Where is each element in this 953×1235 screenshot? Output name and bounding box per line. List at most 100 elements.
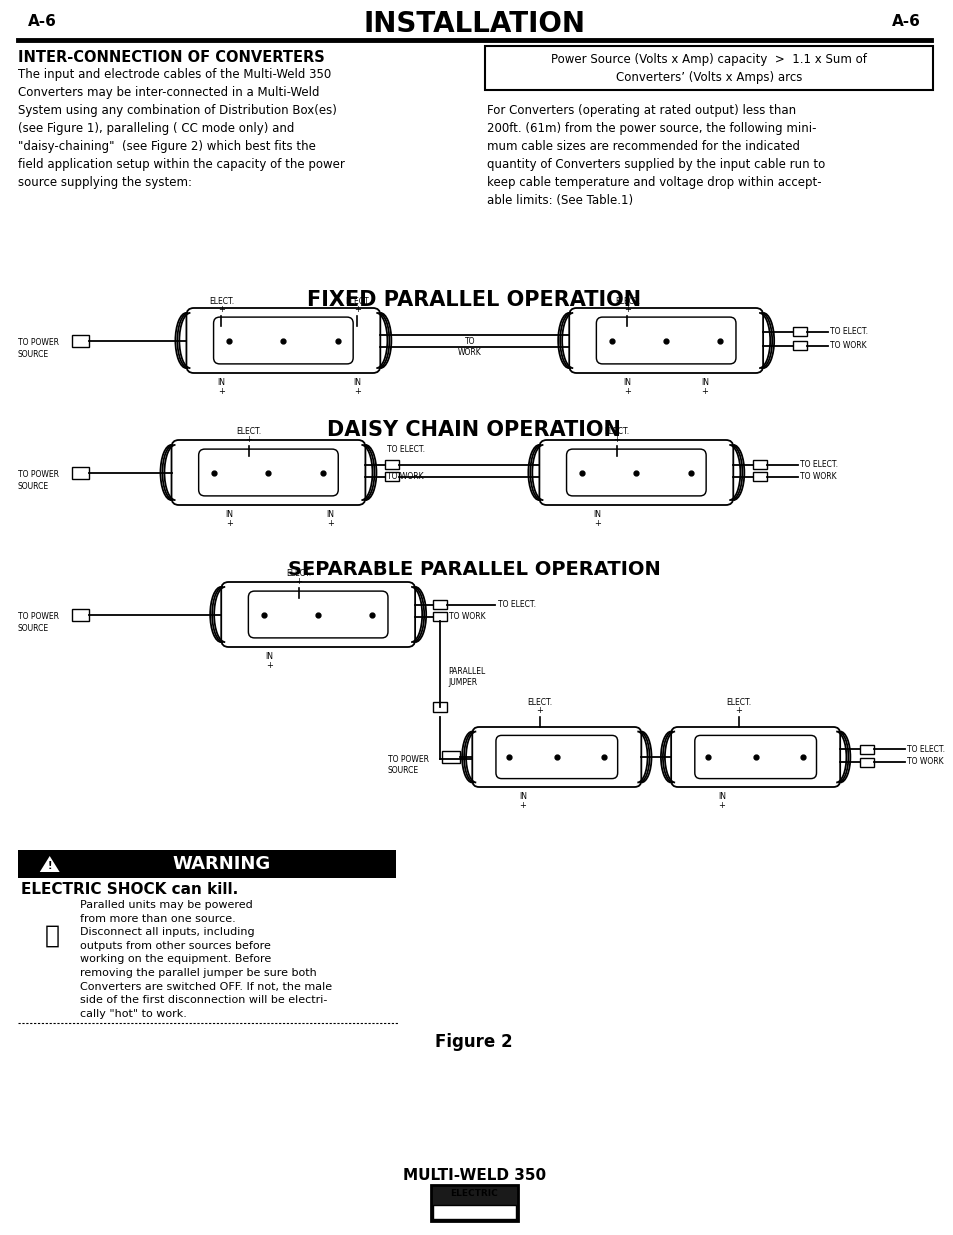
Bar [433, 613, 446, 621]
Bar [792, 341, 806, 350]
Text: +: + [594, 519, 600, 529]
Text: IN: IN [353, 378, 361, 387]
Text: Paralled units may be powered
from more than one source.
Disconnect all inputs, : Paralled units may be powered from more … [79, 900, 332, 1019]
Text: +: + [623, 305, 630, 314]
FancyBboxPatch shape [538, 440, 733, 505]
Text: TO WORK: TO WORK [387, 472, 423, 480]
Text: +: + [354, 387, 360, 396]
Text: TO ELECT.: TO ELECT. [906, 745, 943, 753]
Text: +: + [623, 387, 630, 396]
Bar [430, 1186, 517, 1221]
Text: TO WORK: TO WORK [449, 613, 485, 621]
Text: IN: IN [217, 378, 225, 387]
Text: WARNING: WARNING [172, 855, 271, 873]
Bar [792, 327, 806, 336]
Text: IN: IN [226, 510, 233, 519]
Text: +: + [327, 519, 334, 529]
Text: +: + [735, 706, 741, 715]
Text: +: + [245, 435, 253, 445]
Text: +: + [295, 577, 302, 585]
Text: FIXED PARALLEL OPERATION: FIXED PARALLEL OPERATION [307, 290, 640, 310]
Text: SEPARABLE PARALLEL OPERATION: SEPARABLE PARALLEL OPERATION [288, 559, 660, 579]
Bar [433, 600, 446, 609]
Text: A-6: A-6 [28, 14, 56, 28]
Text: +: + [266, 661, 273, 671]
Polygon shape [40, 856, 60, 872]
FancyBboxPatch shape [213, 317, 353, 364]
Text: +: + [613, 435, 619, 445]
Text: MULTI-WELD 350: MULTI-WELD 350 [402, 1168, 545, 1183]
FancyBboxPatch shape [472, 727, 640, 787]
FancyBboxPatch shape [172, 440, 365, 505]
Text: +: + [226, 519, 233, 529]
Text: ELECT.: ELECT. [527, 698, 552, 706]
Text: TO WORK: TO WORK [906, 757, 943, 767]
Text: IN: IN [518, 792, 526, 802]
Text: TO POWER
SOURCE: TO POWER SOURCE [18, 613, 59, 632]
Bar [71, 609, 90, 620]
Text: IN: IN [717, 792, 725, 802]
Text: ELECTRIC: ELECTRIC [450, 1189, 497, 1198]
Text: TO ELECT.: TO ELECT. [387, 446, 425, 454]
Text: LINCOLN®: LINCOLN® [447, 1208, 500, 1216]
Text: DAISY CHAIN OPERATION: DAISY CHAIN OPERATION [327, 420, 620, 440]
Bar [432, 1205, 516, 1219]
FancyBboxPatch shape [496, 735, 617, 778]
Text: Power Source (Volts x Amp) capacity  >  1.1 x Sum of
Converters’ (Volts x Amps) : Power Source (Volts x Amp) capacity > 1.… [551, 53, 866, 84]
Text: IN: IN [266, 652, 274, 661]
Text: PARALLEL
JUMPER: PARALLEL JUMPER [448, 667, 485, 688]
Text: Figure 2: Figure 2 [435, 1032, 513, 1051]
Bar [860, 757, 873, 767]
Text: ELECT.: ELECT. [725, 698, 751, 706]
Text: +: + [700, 387, 708, 396]
Bar [18, 850, 395, 878]
Bar [71, 335, 90, 347]
Text: The input and electrode cables of the Multi-Weld 350
Converters may be inter-con: The input and electrode cables of the Mu… [18, 68, 344, 189]
Text: ELECTRIC SHOCK can kill.: ELECTRIC SHOCK can kill. [21, 882, 238, 897]
Text: IN: IN [593, 510, 601, 519]
FancyBboxPatch shape [221, 582, 415, 647]
FancyBboxPatch shape [596, 317, 735, 364]
Text: TO WORK: TO WORK [829, 341, 865, 350]
FancyBboxPatch shape [694, 735, 816, 778]
Bar [432, 1187, 516, 1203]
Text: TO ELECT.: TO ELECT. [829, 327, 867, 336]
Text: For Converters (operating at rated output) less than
200ft. (61m) from the power: For Converters (operating at rated outpu… [487, 104, 824, 207]
Text: +: + [217, 387, 225, 396]
Text: ELECT.: ELECT. [344, 296, 370, 306]
Text: TO
WORK: TO WORK [457, 336, 481, 357]
Text: ELECT.: ELECT. [236, 427, 261, 436]
Text: IN: IN [326, 510, 335, 519]
FancyBboxPatch shape [566, 450, 705, 496]
Text: !: ! [48, 861, 51, 871]
Text: IN: IN [622, 378, 631, 387]
Text: +: + [217, 305, 225, 314]
Text: +: + [519, 802, 526, 810]
Bar [385, 459, 398, 469]
Bar [71, 467, 90, 478]
Bar [385, 472, 398, 480]
FancyBboxPatch shape [186, 308, 380, 373]
Text: +: + [354, 305, 360, 314]
Text: ELECT.: ELECT. [614, 296, 639, 306]
Text: ELECT.: ELECT. [604, 427, 629, 436]
Bar [752, 459, 766, 469]
Text: ELECT.: ELECT. [286, 569, 311, 578]
Text: A-6: A-6 [891, 14, 920, 28]
Bar [442, 751, 460, 763]
Text: INSTALLATION: INSTALLATION [363, 10, 584, 38]
Text: TO WORK: TO WORK [799, 472, 836, 480]
Bar [433, 701, 446, 713]
FancyBboxPatch shape [198, 450, 338, 496]
FancyBboxPatch shape [248, 592, 388, 638]
Text: +: + [718, 802, 724, 810]
Text: TO ELECT.: TO ELECT. [497, 600, 535, 609]
Text: INTER-CONNECTION OF CONVERTERS: INTER-CONNECTION OF CONVERTERS [18, 49, 324, 65]
Bar [860, 745, 873, 753]
Text: TO ELECT.: TO ELECT. [799, 459, 837, 469]
Text: TO POWER
SOURCE: TO POWER SOURCE [18, 338, 59, 359]
FancyBboxPatch shape [569, 308, 762, 373]
Text: +: + [536, 706, 543, 715]
FancyBboxPatch shape [671, 727, 840, 787]
Text: TO POWER
SOURCE: TO POWER SOURCE [387, 755, 428, 776]
